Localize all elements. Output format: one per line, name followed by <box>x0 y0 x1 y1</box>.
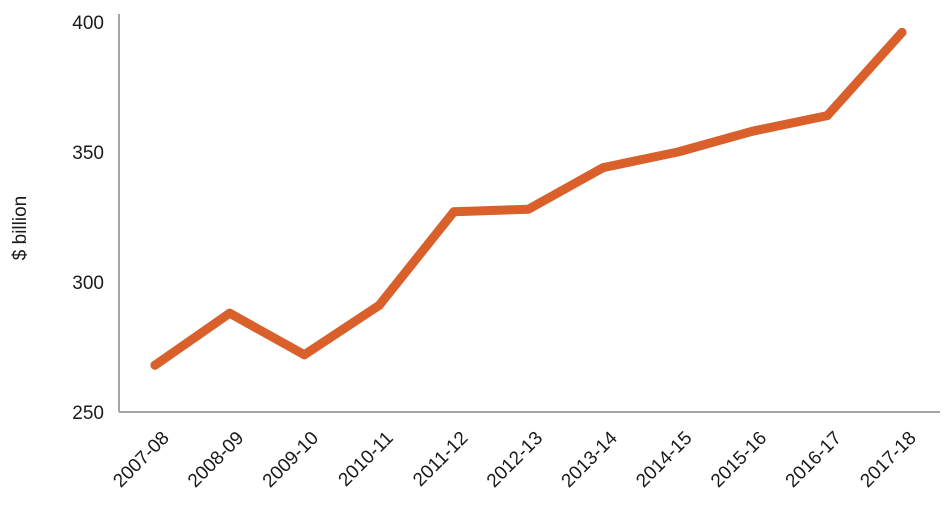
data-point <box>897 27 907 37</box>
series-line <box>150 27 907 370</box>
x-tick-label: 2015-16 <box>707 428 771 492</box>
data-point <box>524 204 533 214</box>
data-point <box>822 111 832 121</box>
x-tick-label: 2008-09 <box>184 428 248 492</box>
data-point <box>225 308 235 318</box>
x-tick-label: 2013-14 <box>558 427 622 491</box>
x-tick-label: 2017-18 <box>856 428 920 492</box>
x-tick-label: 2011-12 <box>409 428 472 491</box>
x-tick-labels: 2007-08 2008-09 2009-10 2010-11 2011-12 2012-… <box>109 427 920 491</box>
data-point <box>374 300 384 310</box>
x-tick-label: 2007-08 <box>109 428 173 492</box>
data-point <box>150 360 160 370</box>
series-group <box>150 27 907 370</box>
x-tick-label: 2012-13 <box>483 428 547 492</box>
y-axis-title: $ billion <box>10 196 31 260</box>
y-tick-label: 250 <box>72 403 104 424</box>
y-tick-label: 350 <box>72 143 104 164</box>
data-point <box>598 163 608 173</box>
axes <box>118 14 940 413</box>
data-point <box>299 350 309 360</box>
x-tick-label: 2009-10 <box>259 428 323 492</box>
data-point <box>673 147 683 157</box>
x-tick-label: 2010-11 <box>335 428 398 491</box>
y-tick-label: 400 <box>72 13 104 34</box>
data-point <box>449 207 459 217</box>
x-tick-label: 2014-15 <box>632 428 696 492</box>
x-tick-label: 2016-17 <box>782 428 846 492</box>
y-tick-label: 300 <box>72 273 104 294</box>
data-point <box>748 126 758 136</box>
y-tick-labels: 250 300 350 400 <box>72 13 104 424</box>
